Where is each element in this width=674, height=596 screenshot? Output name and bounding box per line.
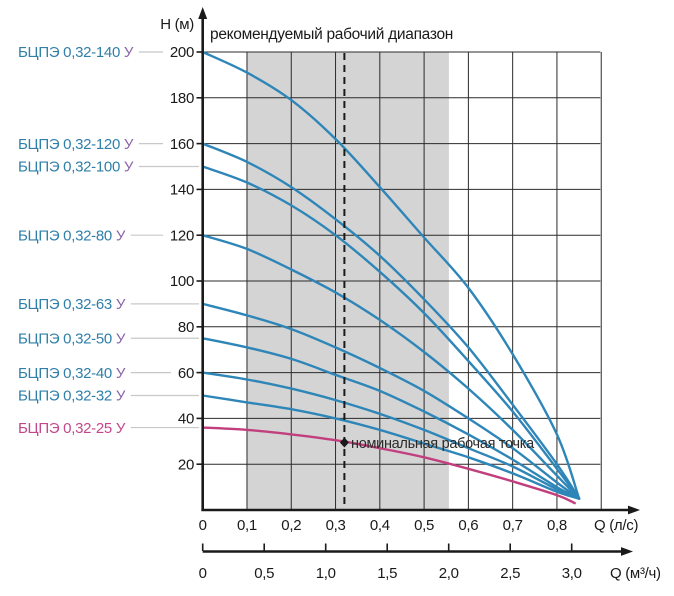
x-tick-label-m3h: 0,5	[254, 565, 274, 582]
y-axis-arrow	[198, 7, 208, 19]
x-tick-label-m3h: 3,0	[562, 565, 582, 582]
curve-БЦПЭ 0,32-25	[201, 426, 576, 505]
pump-label-БЦПЭ 0,32-120: БЦПЭ 0,32-120 У	[18, 136, 134, 153]
curve-БЦПЭ 0,32-140	[201, 50, 581, 500]
nominal-point-marker	[339, 437, 349, 448]
x-axis-secondary-title: Q (м³/ч)	[610, 565, 661, 582]
nominal-point-label: номинальная рабочая точка	[351, 436, 535, 452]
y-tick-label: 40	[178, 411, 194, 428]
curve-БЦПЭ 0,32-32	[201, 394, 581, 500]
y-tick-label: 60	[178, 365, 194, 382]
x-tick-label-ls: 0,1	[237, 517, 257, 534]
x-axis-secondary-arrow	[621, 547, 633, 556]
x-tick-label-m3h: 1,5	[377, 565, 397, 582]
x-tick-label-ls: 0,7	[503, 517, 523, 534]
curve-БЦПЭ 0,32-80	[201, 234, 581, 500]
x-tick-label-ls: 0,5	[414, 517, 434, 534]
curve-БЦПЭ 0,32-40	[201, 371, 581, 500]
pump-label-БЦПЭ 0,32-100: БЦПЭ 0,32-100 У	[18, 159, 134, 176]
x-tick-label-ls: 0,3	[326, 517, 346, 534]
x-axis-primary-arrow	[628, 505, 640, 515]
y-tick-label: 200	[170, 44, 194, 61]
curve-БЦПЭ 0,32-120	[201, 142, 581, 500]
pump-label-БЦПЭ 0,32-140: БЦПЭ 0,32-140 У	[18, 44, 134, 61]
curve-БЦПЭ 0,32-100	[201, 165, 581, 500]
pump-label-БЦПЭ 0,32-80: БЦПЭ 0,32-80 У	[18, 227, 126, 244]
pump-label-БЦПЭ 0,32-50: БЦПЭ 0,32-50 У	[18, 330, 126, 347]
x-tick-label-ls: 0,8	[547, 517, 567, 534]
y-tick-label: 180	[170, 90, 194, 107]
pump-label-БЦПЭ 0,32-40: БЦПЭ 0,32-40 У	[18, 365, 126, 382]
x-tick-label-ls: 0,4	[370, 517, 390, 534]
x-tick-label-m3h: 2,5	[500, 565, 520, 582]
y-tick-label: 160	[170, 136, 194, 153]
curve-БЦПЭ 0,32-50	[201, 337, 581, 500]
x-tick-label-m3h: 0	[199, 565, 207, 582]
pump-label-БЦПЭ 0,32-32: БЦПЭ 0,32-32 У	[18, 388, 126, 405]
x-tick-label-ls: 0,2	[281, 517, 301, 534]
y-tick-label: 20	[178, 456, 194, 473]
x-tick-label-m3h: 1,0	[316, 565, 336, 582]
y-tick-label: 80	[178, 319, 194, 336]
chart-title: рекомендуемый рабочий диапазон	[210, 26, 453, 43]
y-tick-label: 120	[170, 227, 194, 244]
x-tick-label-ls: 0	[199, 517, 207, 534]
y-tick-label: 140	[170, 182, 194, 199]
x-axis-primary-title: Q (л/с)	[594, 517, 638, 534]
x-tick-label-m3h: 2,0	[439, 565, 459, 582]
curve-БЦПЭ 0,32-63	[201, 302, 581, 500]
y-tick-label: 100	[170, 273, 194, 290]
pump-label-БЦПЭ 0,32-63: БЦПЭ 0,32-63 У	[18, 296, 126, 313]
y-axis-title: H (м)	[160, 16, 194, 33]
pump-label-БЦПЭ 0,32-25: БЦПЭ 0,32-25 У	[18, 420, 126, 437]
x-tick-label-ls: 0,6	[458, 517, 478, 534]
